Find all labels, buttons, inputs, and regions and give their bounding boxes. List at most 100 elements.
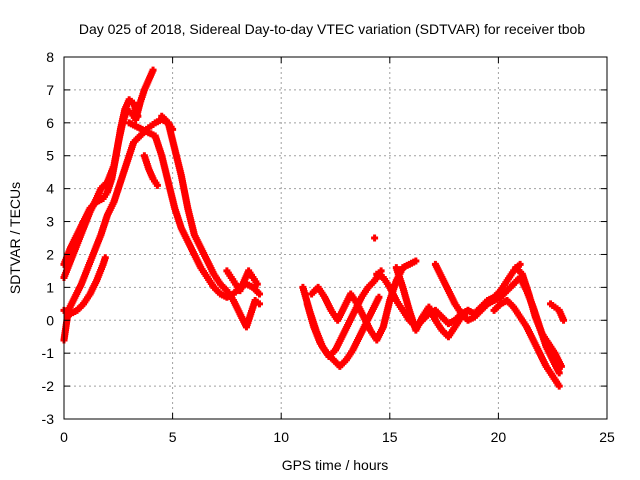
data-point xyxy=(251,297,259,305)
data-point xyxy=(161,116,169,124)
data-point xyxy=(76,303,84,311)
data-point xyxy=(451,316,459,324)
data-point xyxy=(440,315,448,323)
data-point xyxy=(480,303,488,311)
data-point xyxy=(366,282,374,290)
data-point xyxy=(364,283,372,291)
data-point xyxy=(461,313,469,321)
x-tick-label: 25 xyxy=(599,429,615,445)
data-point xyxy=(369,278,377,286)
data-point xyxy=(517,269,525,277)
data-point xyxy=(99,183,107,191)
data-point xyxy=(500,290,508,298)
data-point xyxy=(331,357,339,365)
data-point xyxy=(254,288,262,296)
data-point xyxy=(438,313,446,321)
data-point xyxy=(249,283,257,291)
data-point xyxy=(492,292,500,300)
y-tick-label: -2 xyxy=(42,378,55,394)
data-point xyxy=(510,280,518,288)
data-point xyxy=(75,305,83,313)
data-point xyxy=(508,282,516,290)
data-point xyxy=(231,288,239,296)
series-arc-h xyxy=(223,267,261,295)
data-point xyxy=(229,290,237,298)
data-point xyxy=(436,311,444,319)
data-point xyxy=(553,305,561,313)
data-point xyxy=(516,260,524,268)
y-tick-label: 3 xyxy=(46,214,54,230)
data-point xyxy=(503,287,511,295)
data-point xyxy=(462,315,470,323)
data-point xyxy=(149,66,157,74)
axis-ticks: 0 5 10 15 20 25 -3 -2 -1 0 1 2 3 4 5 6 7 8 xyxy=(42,49,615,445)
data-point xyxy=(136,132,144,140)
data-point xyxy=(441,316,449,324)
series-arc-e xyxy=(125,119,263,301)
data-point xyxy=(443,318,451,326)
data-point xyxy=(147,122,155,130)
data-point xyxy=(512,264,520,272)
data-point xyxy=(101,254,109,262)
data-point xyxy=(159,114,167,122)
data-point xyxy=(557,362,565,370)
data-point xyxy=(431,306,439,314)
data-point xyxy=(251,285,259,293)
data-point xyxy=(123,106,131,114)
data-point xyxy=(218,282,226,290)
data-point xyxy=(513,277,521,285)
y-tick-label: -3 xyxy=(42,411,55,427)
data-point xyxy=(433,308,441,316)
data-point xyxy=(479,305,487,313)
data-point xyxy=(493,303,501,311)
x-tick-label: 15 xyxy=(382,429,398,445)
data-point xyxy=(377,267,385,275)
data-point xyxy=(216,280,224,288)
data-point xyxy=(505,285,513,293)
data-point xyxy=(308,290,316,298)
data-point xyxy=(495,288,503,296)
data-point xyxy=(555,382,563,390)
data-point xyxy=(328,354,336,362)
series-arc-d xyxy=(60,254,109,318)
data-point xyxy=(506,300,514,308)
data-point xyxy=(515,267,523,275)
data-point xyxy=(441,329,449,337)
x-tick-label: 20 xyxy=(491,429,507,445)
y-tick-label: 1 xyxy=(46,279,54,295)
data-point xyxy=(131,137,139,145)
data-point xyxy=(213,287,221,295)
data-point xyxy=(125,107,133,115)
data-point xyxy=(435,310,443,318)
data-point xyxy=(501,288,509,296)
data-point xyxy=(423,311,431,319)
data-point xyxy=(475,308,483,316)
data-point xyxy=(472,311,480,319)
data-point xyxy=(508,301,516,309)
chart-title: Day 025 of 2018, Sidereal Day-to-day VTE… xyxy=(79,21,586,37)
data-point xyxy=(547,300,555,308)
data-point xyxy=(375,293,383,301)
series-arc-g xyxy=(140,152,161,189)
data-point xyxy=(336,362,344,370)
data-point xyxy=(220,283,228,291)
data-point xyxy=(498,292,506,300)
y-tick-label: 5 xyxy=(46,148,54,164)
data-point xyxy=(145,124,153,132)
data-point xyxy=(471,313,479,321)
data-point xyxy=(371,234,379,242)
data-point xyxy=(253,298,261,306)
data-point xyxy=(367,280,375,288)
data-point xyxy=(510,267,518,275)
data-point xyxy=(440,328,448,336)
series-outlier xyxy=(371,234,379,242)
data-point xyxy=(549,301,557,309)
data-point xyxy=(78,301,86,309)
data-point xyxy=(102,180,110,188)
data-point xyxy=(323,349,331,357)
y-tick-label: -1 xyxy=(42,345,55,361)
data-point xyxy=(457,310,465,318)
data-point xyxy=(252,287,260,295)
